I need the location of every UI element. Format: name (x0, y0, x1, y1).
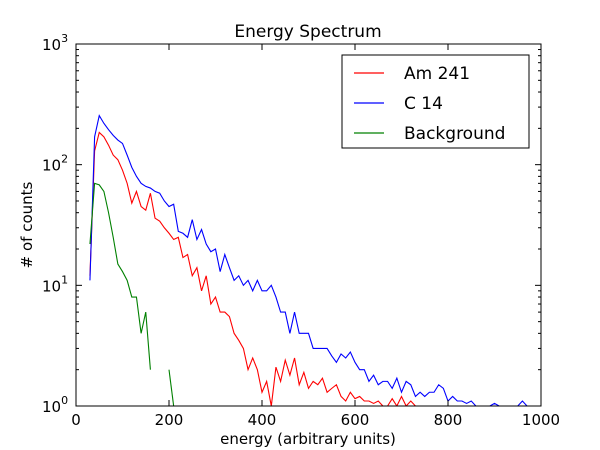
y-tick-label: 101 (42, 273, 68, 295)
legend-label-am-241: Am 241 (404, 64, 470, 84)
x-tick-label: 400 (248, 411, 277, 429)
y-tick-label: 100 (42, 394, 68, 416)
y-tick-label: 102 (42, 153, 68, 175)
x-tick-label: 200 (155, 411, 184, 429)
x-tick-label: 1000 (522, 411, 560, 429)
x-tick-label: 600 (341, 411, 370, 429)
chart-title: Energy Spectrum (234, 22, 381, 42)
series-line-am-241-0 (89, 131, 416, 406)
y-axis-ticks: 100 101 102 103 (42, 32, 541, 416)
x-axis-ticks: 0 200 400 600 800 1000 (71, 44, 560, 429)
x-tick-label: 0 (71, 411, 81, 429)
y-axis-label: # of counts (18, 181, 36, 268)
x-axis-label: energy (arbitrary units) (220, 430, 396, 448)
x-tick-label: 800 (434, 411, 463, 429)
plot-frame (75, 43, 542, 407)
series-line-background-2 (89, 182, 151, 370)
series-line-c-14-1 (89, 114, 528, 406)
y-tick-label: 103 (42, 32, 68, 54)
legend-label-c-14: C 14 (404, 94, 443, 114)
legend-label-background: Background (404, 124, 505, 144)
series-line-background-3 (168, 369, 175, 406)
legend: Am 241 C 14 Background (341, 54, 530, 149)
